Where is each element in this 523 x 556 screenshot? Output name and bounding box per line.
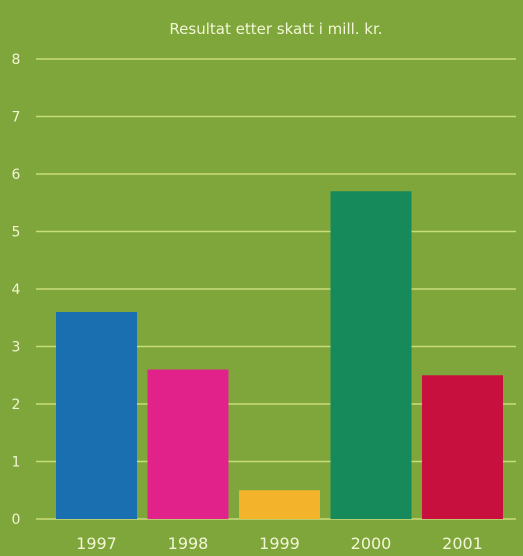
- y-tick-label-5: 5: [12, 225, 21, 241]
- x-tick-label-1999: 1999: [259, 534, 300, 553]
- y-axis-ticks: 0 1 2 3 4 5 6 7 8: [12, 52, 21, 528]
- y-tick-label-2: 2: [12, 397, 21, 413]
- chart-title: Resultat etter skatt i mill. kr.: [169, 20, 382, 38]
- bar-2000: [330, 191, 412, 519]
- bars-layer: [56, 191, 503, 519]
- bar-1999: [239, 490, 320, 519]
- y-tick-label-3: 3: [12, 340, 21, 356]
- y-tick-label-1: 1: [12, 455, 21, 471]
- x-tick-label-2000: 2000: [351, 534, 392, 553]
- x-tick-label-1997: 1997: [76, 534, 117, 553]
- y-tick-label-8: 8: [12, 52, 21, 68]
- y-tick-label-7: 7: [12, 110, 21, 126]
- bar-2001: [422, 375, 503, 519]
- bar-1997: [56, 312, 137, 519]
- x-axis-ticks: 1997 1998 1999 2000 2001: [76, 534, 483, 553]
- bar-1998: [147, 369, 229, 519]
- y-tick-label-6: 6: [12, 167, 21, 183]
- y-tick-label-4: 4: [12, 282, 21, 298]
- x-tick-label-2001: 2001: [442, 534, 483, 553]
- x-tick-label-1998: 1998: [168, 534, 209, 553]
- y-tick-label-0: 0: [12, 512, 21, 528]
